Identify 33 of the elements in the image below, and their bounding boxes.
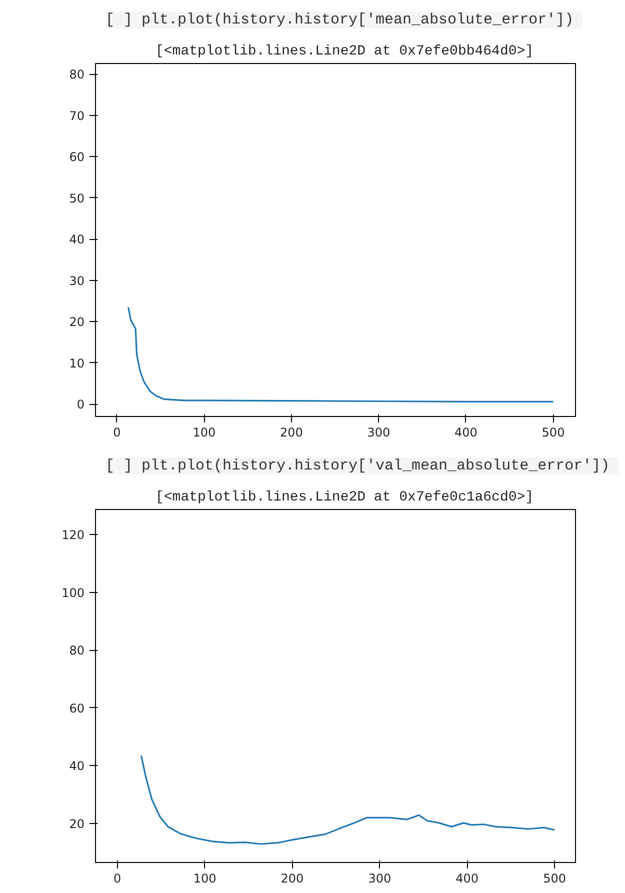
x-tick-label: 200 <box>280 872 304 886</box>
y-tick-label: 100 <box>62 586 84 600</box>
y-tick-label: 60 <box>69 150 85 164</box>
x-tick-label: 500 <box>543 872 566 886</box>
y-tick-label: 20 <box>69 315 85 330</box>
x-tick-label: 0 <box>114 872 122 886</box>
y-tick-label: 80 <box>69 644 85 658</box>
y-tick-label: 40 <box>69 232 85 247</box>
line-series <box>128 306 554 402</box>
chart-subtitle: [<matplotlib.lines.Line2D at 0x7efe0bb464d0>] <box>156 44 534 60</box>
y-tick-label: 60 <box>69 701 85 716</box>
x-tick-label: 500 <box>542 426 565 440</box>
y-tick-label: 40 <box>69 759 85 774</box>
y-tick-label: 10 <box>69 356 85 370</box>
y-tick-label: 20 <box>69 817 85 831</box>
x-tick-label: 100 <box>193 872 216 886</box>
text: [ ] plt.plot(history.history['val_mean_absolute_error']) <box>106 458 610 474</box>
x-tick-label: 400 <box>456 872 479 886</box>
y-tick-label: 50 <box>69 191 85 206</box>
x-tick-label: 300 <box>367 426 390 440</box>
chart-subtitle: [<matplotlib.lines.Line2D at 0x7efe0c1a6cd0>] <box>156 490 534 506</box>
y-tick-label: 30 <box>69 274 85 288</box>
y-tick-label: 70 <box>69 108 85 123</box>
y-tick-label: 0 <box>76 398 85 412</box>
x-tick-label: 100 <box>192 426 216 440</box>
x-tick-label: 200 <box>280 426 303 440</box>
line-series <box>140 754 556 845</box>
x-tick-label: 400 <box>454 426 478 440</box>
x-tick-label: 0 <box>113 426 121 440</box>
y-tick-label: 80 <box>69 68 85 82</box>
x-tick-label: 300 <box>368 872 392 886</box>
y-tick-label: 120 <box>62 528 84 542</box>
text: [ ] plt.plot(history.history['mean_absolute_error']) <box>106 12 574 28</box>
